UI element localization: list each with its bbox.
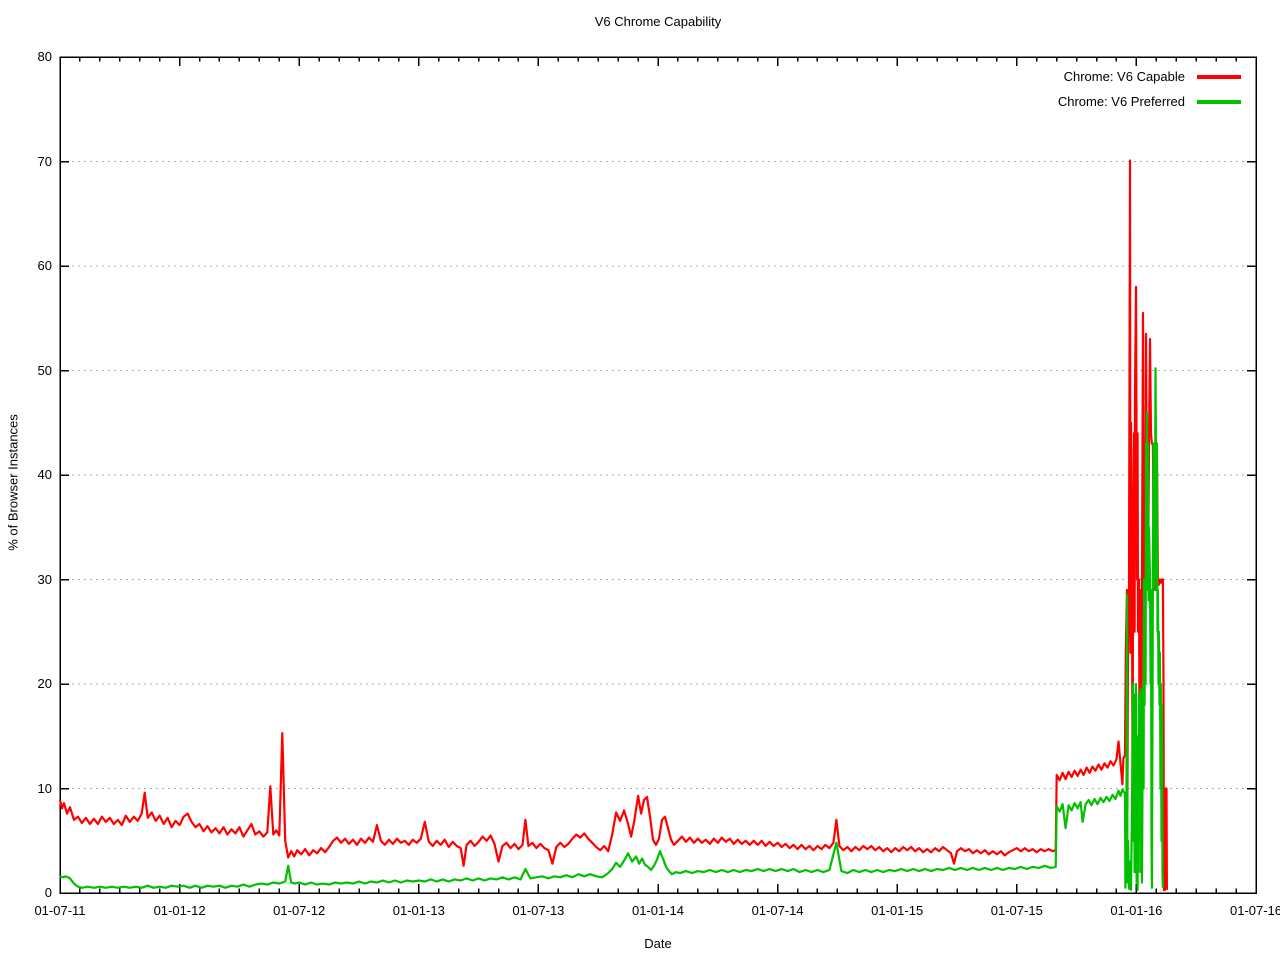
x-tick-label: 01-07-14 [751, 903, 804, 918]
y-tick-label: 80 [37, 49, 52, 64]
x-tick-label: 01-07-15 [990, 903, 1043, 918]
legend: Chrome: V6 Capable Chrome: V6 Preferred [1058, 64, 1241, 114]
y-tick-label: 50 [37, 362, 52, 378]
x-tick-label: 01-07-11 [34, 903, 86, 918]
x-tick-label: 01-07-16 [1229, 903, 1280, 918]
legend-label: Chrome: V6 Capable [1063, 69, 1185, 84]
legend-label: Chrome: V6 Preferred [1057, 94, 1185, 109]
y-tick-label: 0 [44, 885, 52, 900]
legend-row: Chrome: V6 Capable [1058, 64, 1241, 89]
legend-row: Chrome: V6 Preferred [1058, 89, 1241, 114]
y-tick-label: 40 [37, 467, 52, 482]
x-tick-label: 01-01-15 [871, 903, 924, 918]
series-line [58, 159, 1169, 892]
legend-line-sample [1197, 74, 1241, 79]
x-tick-label: 01-01-12 [153, 903, 206, 918]
legend-line-sample [1197, 99, 1241, 104]
x-tick-label: 01-07-13 [512, 903, 565, 918]
y-tick-label: 30 [37, 571, 52, 587]
y-tick-label: 70 [37, 153, 52, 169]
x-tick-label: 01-01-16 [1110, 903, 1163, 918]
plot-border [59, 56, 1257, 894]
y-tick-label: 60 [37, 258, 52, 273]
chart-title: V6 Chrome Capability [594, 14, 722, 29]
x-axis-label: Date [644, 936, 672, 951]
x-tick-label: 01-07-12 [273, 903, 326, 918]
y-tick-label: 10 [37, 780, 52, 796]
x-tick-label: 01-01-13 [392, 903, 445, 918]
series-line [59, 367, 1164, 892]
x-tick-label: 01-01-14 [631, 903, 685, 918]
y-tick-label: 20 [37, 676, 52, 691]
